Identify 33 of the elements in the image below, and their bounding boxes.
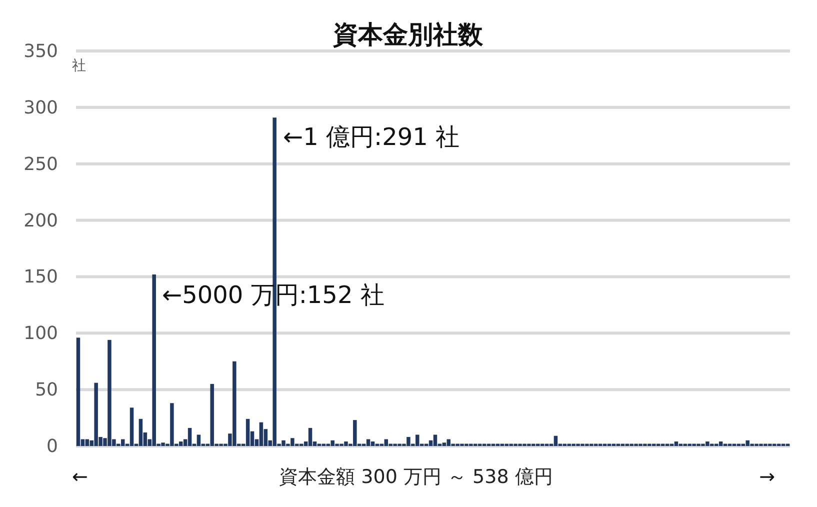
bar [433, 434, 438, 446]
text: ← [72, 466, 88, 488]
bar [85, 439, 90, 446]
bar [366, 439, 370, 446]
bar [259, 422, 264, 446]
bar [196, 434, 201, 446]
y-tick-label: 100 [24, 323, 58, 344]
y-tick-label: 350 [24, 41, 58, 62]
bar [370, 441, 375, 446]
annotation: ←1 億円:291 社 [283, 123, 460, 151]
bar [674, 441, 678, 446]
y-tick-label: 0 [46, 436, 58, 457]
text: → [759, 466, 775, 488]
bar [76, 338, 80, 446]
y-tick-label: 200 [24, 210, 58, 232]
x-axis-title: 資本金額 300 万円 ～ 538 億円 [279, 466, 553, 488]
y-axis-title: 社 [72, 58, 86, 74]
bar [308, 428, 312, 446]
bar [442, 442, 446, 446]
y-tick-label: 250 [24, 154, 58, 175]
y-tick-label: 150 [24, 266, 58, 288]
bar [718, 441, 723, 446]
bar [138, 418, 143, 446]
bar [120, 439, 125, 446]
bar [178, 441, 183, 446]
chart-title: 資本金別社数 [332, 20, 484, 49]
bar [188, 428, 192, 446]
bar [384, 439, 388, 446]
bar [130, 408, 134, 446]
y-tick-label: 300 [24, 97, 58, 118]
y-tick-label: 50 [35, 380, 58, 401]
bar [554, 436, 558, 446]
bar [246, 418, 250, 446]
